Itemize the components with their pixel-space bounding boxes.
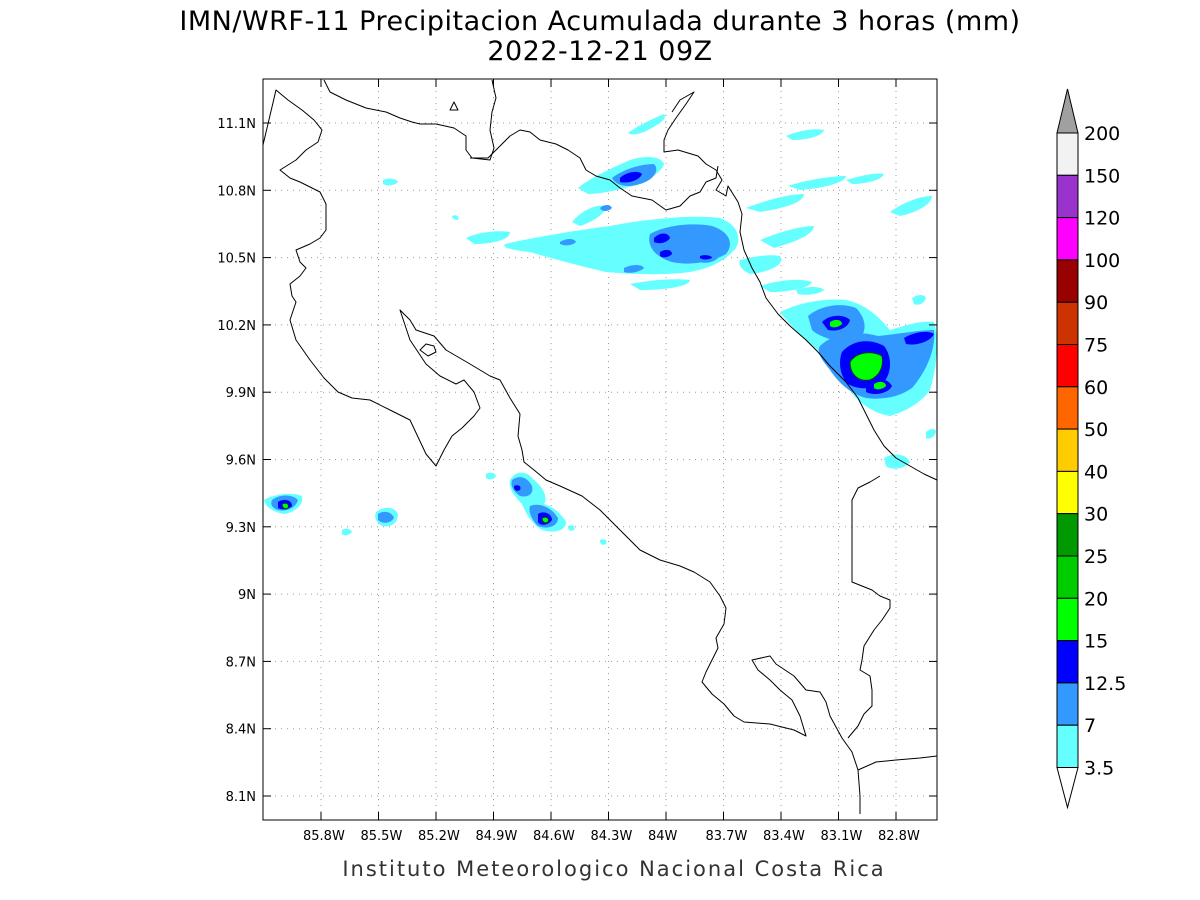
colorbar-swatch <box>1056 555 1079 599</box>
colorbar-level-label: 30 <box>1084 504 1108 526</box>
lon-tick-label: 83.4W <box>763 829 805 844</box>
lat-tick-label: 8.7N <box>226 655 256 670</box>
colorbar-level-label: 120 <box>1084 208 1120 230</box>
colorbar-swatch <box>1056 217 1079 261</box>
colorbar-swatch <box>1056 470 1079 515</box>
lat-tick-label: 9.3N <box>226 521 256 536</box>
lon-tick-label: 83.1W <box>821 829 863 844</box>
lon-tick-label: 85.8W <box>303 829 345 844</box>
colorbar-level-label: 20 <box>1084 588 1108 610</box>
footer-credit: Instituto Meteorologico Nacional Costa R… <box>342 857 885 881</box>
small-island <box>419 343 437 357</box>
lon-tick-label: 85.2W <box>418 829 460 844</box>
colorbar-swatch <box>1056 174 1079 219</box>
lon-tick-label: 82.8W <box>878 829 920 844</box>
colorbar-swatch <box>1056 428 1079 472</box>
lon-tick-label: 84W <box>648 829 678 844</box>
colorbar-swatch <box>1056 640 1079 684</box>
colorbar-legend: 200 150 120 100 90 75 60 50 40 30 25 20 15 12.5 7 3.5 <box>1056 88 1126 810</box>
colorbar-level-label: 60 <box>1084 377 1108 399</box>
panama-coast <box>857 755 938 771</box>
colorbar-level-label: 7 <box>1084 715 1096 737</box>
precip-15mm-areas <box>282 319 886 523</box>
lat-tick-label: 9.6N <box>226 454 256 469</box>
map-title: IMN/WRF-11 Precipitacion Acumulada duran… <box>179 6 1020 37</box>
lat-tick-label: 9.9N <box>226 386 256 401</box>
colorbar-swatch <box>1056 301 1079 346</box>
colorbar-swatch <box>1056 344 1079 388</box>
colorbar-swatch <box>1056 724 1079 769</box>
colorbar-level-label: 12.5 <box>1084 673 1126 695</box>
map-background <box>263 79 937 820</box>
colorbar-level-label: 150 <box>1084 165 1120 187</box>
nicaragua-costa-rica-border <box>470 129 719 211</box>
coastlines-and-borders <box>262 79 938 814</box>
lat-tick-label: 10.5N <box>217 252 256 267</box>
colorbar-swatch <box>1056 682 1079 726</box>
lake-nicaragua-shore <box>323 79 497 161</box>
pacific-coastline <box>262 89 861 814</box>
colorbar-swatch <box>1056 597 1079 642</box>
colorbar-level-label: 15 <box>1084 631 1108 653</box>
colorbar-swatch <box>1056 259 1079 303</box>
colorbar-level-label: 90 <box>1084 292 1108 314</box>
colorbar-swatch <box>1056 132 1079 176</box>
lat-tick-label: 11.1N <box>217 117 256 132</box>
lon-tick-label: 84.3W <box>591 829 633 844</box>
lat-tick-label: 9N <box>238 588 256 603</box>
colorbar-bottom-arrow <box>1056 767 1079 810</box>
longitude-axis: 85.8W 85.5W 85.2W 84.9W 84.6W 84.3W 84W 83.7W 83… <box>303 79 920 844</box>
lon-tick-label: 83.7W <box>706 829 748 844</box>
caribbean-coast-north <box>663 91 938 481</box>
colorbar-level-label: 75 <box>1084 335 1108 357</box>
latitude-axis: 11.1N 10.8N 10.5N 10.2N 9.9N 9.6N 9.3N 9N 8.7N 8.… <box>217 117 937 805</box>
map-subtitle-datetime: 2022-12-21 09Z <box>487 36 712 67</box>
colorbar-top-arrow <box>1056 88 1079 134</box>
map-frame <box>262 78 938 821</box>
colorbar-level-label: 50 <box>1084 419 1108 441</box>
costa-rica-panama-border <box>847 475 891 739</box>
precipitation-field <box>264 114 937 545</box>
colorbar-level-label: 200 <box>1084 123 1120 145</box>
colorbar-level-label: 100 <box>1084 250 1120 272</box>
lat-tick-label: 8.4N <box>226 723 256 738</box>
colorbar-swatch <box>1056 513 1079 557</box>
map-panel: 85.8W 85.5W 85.2W 84.9W 84.6W 84.3W 84W 83.7W 83… <box>217 78 938 844</box>
colorbar-level-label: 25 <box>1084 546 1108 568</box>
lat-tick-label: 8.1N <box>226 790 256 805</box>
lon-tick-label: 85.5W <box>361 829 403 844</box>
lon-tick-label: 84.6W <box>533 829 575 844</box>
lat-tick-label: 10.2N <box>217 319 256 334</box>
precip-contours <box>281 352 883 524</box>
lat-tick-label: 10.8N <box>217 184 256 199</box>
lake-marker <box>449 101 459 111</box>
lon-tick-label: 84.9W <box>476 829 518 844</box>
colorbar-level-label: 40 <box>1084 461 1108 483</box>
colorbar-level-label: 3.5 <box>1084 758 1114 780</box>
colorbar-swatch <box>1056 386 1079 430</box>
